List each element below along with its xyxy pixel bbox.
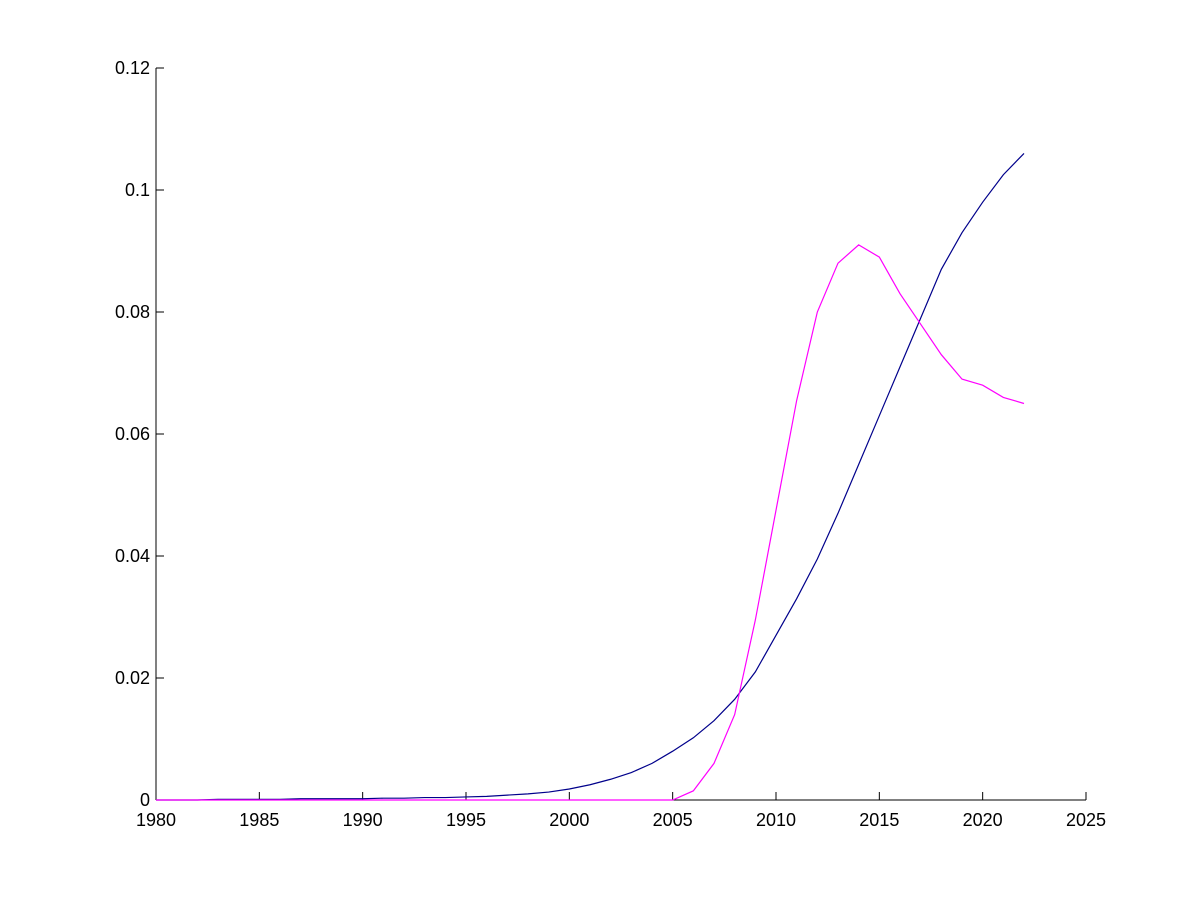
series-line — [156, 152, 1025, 801]
x-tick-label: 1990 — [343, 810, 383, 830]
x-tick-label: 2010 — [756, 810, 796, 830]
y-tick-label: 0.02 — [115, 668, 150, 688]
y-tick-label: 0.1 — [125, 180, 150, 200]
x-tick-label: 1980 — [136, 810, 176, 830]
x-tick-label: 2000 — [549, 810, 589, 830]
series-line — [156, 244, 1025, 801]
x-tick-label: 1985 — [239, 810, 279, 830]
x-tick-label: 2025 — [1066, 810, 1106, 830]
x-tick-label: 2005 — [653, 810, 693, 830]
y-tick-label: 0.04 — [115, 546, 150, 566]
y-tick-label: 0 — [140, 790, 150, 810]
x-tick-label: 1995 — [446, 810, 486, 830]
y-tick-label: 0.06 — [115, 424, 150, 444]
y-tick-label: 0.08 — [115, 302, 150, 322]
y-tick-label: 0.12 — [115, 58, 150, 78]
x-tick-label: 2020 — [963, 810, 1003, 830]
x-tick-label: 2015 — [859, 810, 899, 830]
